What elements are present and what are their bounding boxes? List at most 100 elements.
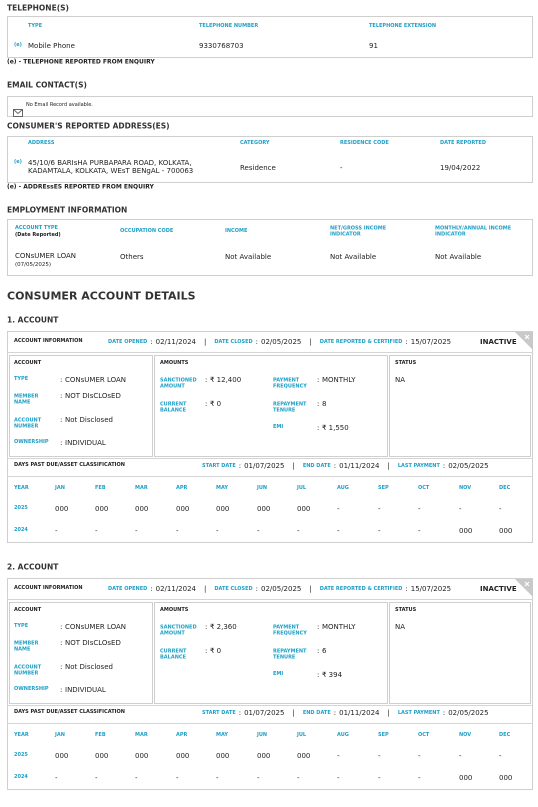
- inline-row: DATE OPENED:02/11/2024 | DATE CLOSED:02/05…: [108, 585, 451, 593]
- separator: :: [317, 622, 320, 631]
- section-title: EMPLOYMENT INFORMATION: [7, 205, 128, 215]
- dpd-value: -: [257, 526, 260, 535]
- dpd-value: -: [418, 504, 421, 513]
- panel-title: ACCOUNT: [14, 607, 42, 614]
- dpd-value: 000: [95, 504, 109, 513]
- end-label: END DATE: [302, 463, 331, 469]
- dpd-value: 000: [499, 773, 513, 782]
- amount-value: MONTHLY: [322, 375, 356, 384]
- dpd-value: 000: [257, 751, 271, 760]
- month-header: SEP: [378, 732, 389, 739]
- column-header: ADDRESS: [28, 140, 55, 147]
- date-closed: 02/05/2025: [261, 585, 302, 593]
- dpd-title: DAYS PAST DUE/ASSET CLASSIFICATION: [14, 709, 125, 716]
- separator: :: [60, 375, 63, 384]
- separator: :: [255, 338, 259, 346]
- date-reported-label: DATE REPORTED & CERTIFIED: [319, 339, 403, 345]
- amount-label: EMI: [273, 424, 284, 431]
- dpd-value: 000: [216, 751, 230, 760]
- divider-line: [7, 705, 533, 706]
- separator: :: [255, 585, 259, 593]
- month-header: APR: [176, 485, 188, 492]
- dpd-value: -: [176, 526, 179, 535]
- account-type: CONsUMER LOAN: [15, 251, 77, 260]
- address-box: [7, 136, 533, 183]
- amount-label: REPAYMENT TENURE: [273, 401, 307, 413]
- email-icon: [13, 102, 23, 121]
- separator: :: [317, 399, 320, 408]
- amount-label: SANCTIONED AMOUNT: [160, 624, 197, 636]
- month-header: AUG: [337, 485, 349, 492]
- dpd-value: -: [176, 773, 179, 782]
- amount-value: ₹ 12,400: [210, 375, 242, 384]
- dpd-value: -: [216, 773, 219, 782]
- account-panel: [9, 602, 153, 704]
- field-value: NOT DIsCLOsED: [65, 391, 121, 400]
- date-closed: 02/05/2025: [261, 338, 302, 346]
- account-panel: [9, 355, 153, 457]
- marker: (e): [14, 159, 22, 166]
- column-header: TYPE: [28, 23, 43, 30]
- year: 2025: [14, 505, 28, 512]
- end-date: 01/11/2024: [339, 462, 380, 470]
- amount-value: ₹ 394: [322, 670, 343, 679]
- dpd-value: 000: [216, 504, 230, 513]
- separator: :: [333, 709, 337, 717]
- separator: :: [60, 622, 63, 631]
- dpd-value: -: [337, 504, 340, 513]
- dpd-value: 000: [135, 751, 149, 760]
- field-label: OWNERSHIP: [14, 439, 49, 446]
- separator: :: [150, 338, 153, 346]
- field-label: OWNERSHIP: [14, 686, 49, 693]
- dpd-value: 000: [297, 751, 311, 760]
- month-header: NOV: [459, 732, 472, 739]
- dpd-value: -: [418, 773, 421, 782]
- amount-label: PAYMENT FREQUENCY: [273, 624, 307, 636]
- dpd-value: 000: [135, 504, 149, 513]
- divider: |: [387, 462, 390, 470]
- month-header: JAN: [55, 732, 65, 739]
- phone-type: Mobile Phone: [28, 41, 75, 50]
- amount-value: ₹ 0: [210, 399, 222, 408]
- separator: :: [60, 438, 63, 447]
- column-header: RESIDENCE CODE: [340, 140, 389, 147]
- amount-value: ₹ 1,550: [322, 423, 349, 432]
- dpd-value: -: [216, 526, 219, 535]
- column-header: DATE REPORTED: [440, 140, 486, 147]
- telephone-box: [7, 16, 533, 58]
- dpd-value: 000: [257, 504, 271, 513]
- year: 2024: [14, 774, 28, 781]
- panel-title: STATUS: [395, 360, 417, 367]
- date-reported: 15/07/2025: [410, 338, 452, 346]
- email-message: No Email Record available.: [26, 102, 93, 109]
- year: 2025: [14, 752, 28, 759]
- date-reported: 15/07/2025: [410, 585, 452, 593]
- separator: :: [60, 685, 63, 694]
- dpd-value: -: [297, 773, 300, 782]
- dpd-value: -: [337, 773, 340, 782]
- month-header: JUL: [297, 485, 307, 492]
- field-label: ACCOUNT NUMBER: [14, 417, 42, 429]
- field-value: Not Disclosed: [65, 662, 113, 671]
- field-value: INDIVIDUAL: [65, 685, 106, 694]
- dpd-value: -: [459, 751, 462, 760]
- panel-title: AMOUNTS: [160, 360, 189, 367]
- field-value: Not Disclosed: [65, 415, 113, 424]
- dpd-value: 000: [55, 751, 69, 760]
- month-header: OCT: [418, 485, 430, 492]
- section-title: TELEPHONE(S): [7, 3, 69, 13]
- date-opened: 02/11/2024: [155, 338, 196, 346]
- status-panel: [389, 602, 531, 704]
- inline-row: START DATE:01/07/2025 | END DATE:01/11/202…: [202, 462, 489, 470]
- dpd-value: -: [418, 751, 421, 760]
- month-header: YEAR: [14, 732, 29, 739]
- start-date: 01/07/2025: [244, 462, 285, 470]
- field-value: CONsUMER LOAN: [65, 375, 127, 384]
- email-box: [7, 96, 533, 117]
- divider: |: [204, 338, 207, 346]
- month-header: YEAR: [14, 485, 29, 492]
- month-header: MAR: [135, 485, 148, 492]
- dpd-value: -: [499, 504, 502, 513]
- dpd-value: -: [499, 751, 502, 760]
- dpd-value: -: [337, 751, 340, 760]
